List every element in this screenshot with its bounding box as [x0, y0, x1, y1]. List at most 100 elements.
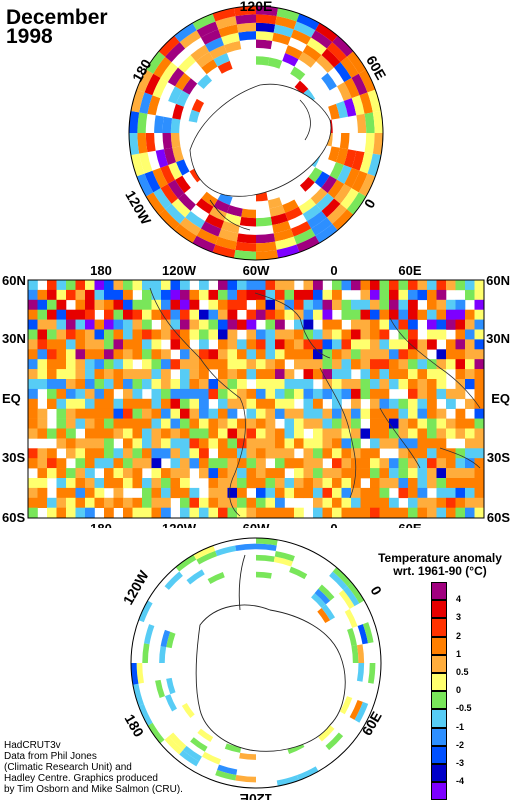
world-map-lat-label-right: 30N [486, 331, 510, 346]
world-map-cell [37, 408, 48, 419]
world-map-cell [398, 329, 409, 340]
world-map-cell [218, 458, 228, 469]
world-map-cell [446, 487, 456, 499]
world-map-cell [85, 458, 95, 469]
world-map-cell [427, 507, 437, 518]
world-map-cell [189, 398, 200, 409]
world-map-cell [408, 329, 418, 340]
world-map-cell [389, 468, 399, 479]
north-polar-cell [328, 146, 340, 163]
world-map-cell [142, 507, 152, 518]
world-map-cell [427, 289, 437, 301]
world-map-cell [246, 497, 257, 508]
world-map-cell [284, 438, 295, 449]
world-map-cell [332, 497, 342, 508]
world-map-cell [370, 359, 380, 370]
world-map-cell [189, 507, 200, 518]
world-map-cell [265, 418, 276, 429]
world-map-cell [465, 428, 475, 439]
world-map-cell [417, 458, 428, 469]
world-map-cell [85, 289, 95, 301]
north-polar-cell [172, 146, 184, 163]
world-map-cell [303, 458, 314, 469]
south-polar-cell [186, 569, 205, 585]
world-map-cell [303, 408, 314, 419]
world-map-cell [85, 379, 95, 390]
world-map-cell [465, 289, 475, 301]
world-map-cell [370, 428, 380, 439]
world-map-cell [275, 369, 285, 380]
world-map-cell [436, 329, 447, 340]
world-map-cell [189, 418, 200, 429]
world-map-cell [237, 438, 247, 449]
world-map-cell [170, 458, 181, 469]
world-map-cell [85, 418, 95, 429]
world-map-cell [85, 359, 95, 370]
world-map-cell [455, 349, 466, 360]
world-map-cell [142, 408, 152, 419]
world-map-cell [446, 280, 456, 291]
world-map-cell [436, 369, 447, 380]
world-map-cell [208, 438, 219, 449]
world-map-cell [256, 497, 266, 508]
world-map-cell [303, 369, 314, 380]
world-map-cell [294, 468, 304, 479]
world-map-cell [56, 408, 67, 419]
world-map-cell [94, 438, 105, 449]
world-map-cell [351, 280, 361, 291]
world-map-cell [218, 339, 228, 350]
world-map-cell [265, 359, 276, 370]
south-polar-cell [147, 722, 165, 744]
world-map-cell [303, 359, 314, 370]
world-map-cell [199, 428, 209, 439]
north-polar-cell [174, 23, 197, 43]
world-map-cell [303, 478, 314, 489]
world-map-cell [398, 487, 409, 499]
world-map-cell [474, 280, 484, 291]
world-map-cell [208, 309, 219, 320]
world-map-cell [94, 359, 105, 370]
world-map-cell [218, 478, 228, 489]
world-map-cell [199, 349, 209, 360]
world-map-cell [132, 379, 143, 390]
north-polar-cell [290, 29, 312, 45]
north-polar-cell [177, 193, 196, 212]
world-map-cell [379, 428, 390, 439]
world-map-cell [37, 299, 48, 310]
north-polar-cell [233, 249, 256, 260]
world-map-cell [351, 478, 361, 489]
world-map-cell [275, 359, 285, 370]
world-map-lat-label-left: 60S [2, 510, 25, 525]
world-map-cell [256, 299, 266, 310]
north-polar-cell [336, 82, 352, 102]
north-polar-cell [315, 223, 338, 243]
world-map-cell [389, 349, 399, 360]
world-map-cell [161, 398, 171, 409]
north-polar-cell [302, 44, 322, 62]
world-map-cell [303, 418, 314, 429]
world-map-cell [56, 478, 67, 489]
world-map-cell [94, 398, 105, 409]
world-map-cell [275, 379, 285, 390]
world-map-cell [170, 398, 181, 409]
world-map-cell [474, 289, 484, 301]
world-map-cell [151, 339, 162, 350]
world-map-cell [341, 329, 352, 340]
world-map-cell [132, 408, 143, 419]
world-map-cell [94, 339, 105, 350]
north-polar-cell [239, 216, 256, 227]
world-map-cell [161, 507, 171, 518]
world-map-cell [151, 309, 162, 320]
world-map-cell [351, 418, 361, 429]
world-map-cell [123, 438, 133, 449]
world-map-cell [75, 438, 86, 449]
world-map-cell [161, 369, 171, 380]
south-polar-cell [175, 554, 197, 572]
north-polar-cell [256, 22, 276, 33]
world-map-cell [218, 388, 228, 400]
world-map-cell [199, 497, 209, 508]
world-map-cell [218, 438, 228, 449]
world-map-cell [332, 280, 342, 291]
world-map-cell [303, 398, 314, 409]
world-map-cell [47, 428, 57, 439]
